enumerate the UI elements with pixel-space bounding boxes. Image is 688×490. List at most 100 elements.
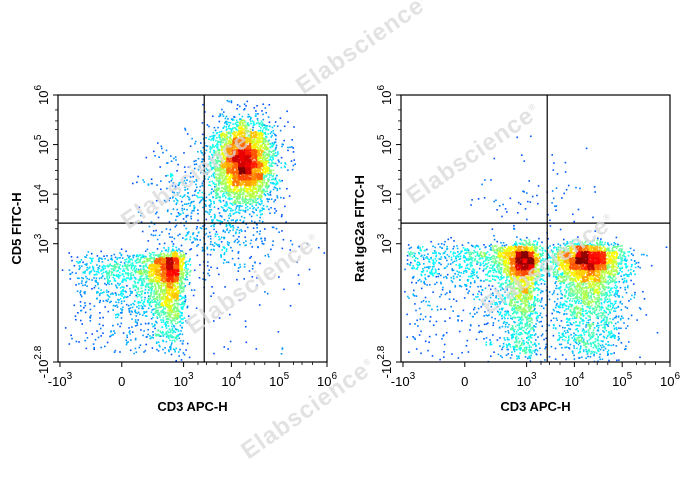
event-point	[182, 257, 185, 259]
event-point	[253, 144, 256, 147]
event-point	[232, 123, 234, 125]
event-point	[273, 143, 275, 145]
event-point	[237, 121, 239, 123]
event-point	[206, 246, 209, 249]
event-point	[246, 100, 249, 103]
event-point	[278, 231, 280, 233]
event-point	[176, 310, 178, 312]
event-point	[166, 295, 168, 298]
event-point	[244, 196, 247, 199]
event-point	[83, 291, 85, 294]
event-point	[121, 273, 124, 276]
event-point	[158, 243, 161, 245]
event-point	[212, 143, 214, 146]
event-point	[173, 339, 176, 341]
event-point	[127, 295, 129, 298]
event-point	[129, 255, 131, 258]
event-point	[219, 164, 221, 166]
event-point	[169, 313, 171, 316]
event-point	[265, 162, 268, 164]
event-point	[182, 340, 185, 342]
event-point	[131, 269, 134, 272]
event-point	[153, 295, 155, 298]
event-point	[265, 168, 268, 170]
event-point	[177, 302, 179, 305]
event-point	[189, 180, 191, 183]
event-point	[211, 135, 213, 137]
event-point	[165, 287, 167, 290]
event-point	[172, 295, 175, 297]
event-point	[260, 190, 262, 192]
event-point	[278, 276, 280, 278]
event-point	[236, 196, 238, 198]
event-point	[192, 294, 195, 297]
event-point	[171, 290, 174, 292]
event-point	[173, 200, 175, 202]
event-point	[218, 243, 220, 246]
event-point	[204, 279, 207, 281]
event-point	[258, 141, 260, 143]
event-point	[221, 133, 223, 135]
event-point	[177, 351, 180, 353]
event-point	[226, 188, 229, 190]
event-point	[194, 140, 197, 143]
event-point	[239, 135, 241, 138]
event-point	[163, 277, 166, 280]
event-point	[186, 276, 188, 278]
event-point	[162, 340, 165, 343]
event-point	[231, 118, 234, 120]
event-point	[236, 125, 238, 128]
event-point	[261, 134, 263, 136]
event-point	[165, 258, 167, 260]
event-point	[253, 107, 256, 109]
event-point	[208, 231, 211, 234]
event-point	[235, 146, 237, 148]
event-point	[194, 190, 196, 193]
event-point	[172, 182, 175, 184]
event-point	[176, 309, 178, 312]
event-point	[258, 304, 261, 306]
event-point	[128, 331, 131, 334]
event-point	[143, 268, 145, 270]
event-point	[254, 143, 257, 145]
event-point	[262, 142, 265, 145]
event-point	[216, 143, 218, 146]
event-point	[184, 296, 187, 298]
event-point	[118, 275, 121, 277]
event-point	[145, 343, 147, 346]
event-point	[225, 158, 227, 160]
event-point	[169, 346, 171, 348]
event-point	[255, 113, 257, 115]
event-point	[117, 282, 119, 285]
event-point	[281, 143, 284, 145]
event-point	[202, 278, 204, 280]
event-point	[182, 322, 185, 324]
event-point	[160, 286, 163, 289]
event-point	[162, 260, 165, 263]
event-point	[245, 140, 247, 143]
event-point	[108, 273, 110, 275]
event-point	[253, 138, 256, 141]
event-point	[71, 337, 73, 340]
event-point	[175, 314, 178, 317]
event-point	[229, 187, 232, 189]
event-point	[269, 125, 271, 128]
event-point	[252, 227, 255, 229]
event-point	[245, 341, 248, 344]
event-point	[264, 148, 266, 151]
event-point	[192, 241, 194, 243]
event-point	[253, 173, 256, 175]
event-point	[252, 124, 255, 126]
event-point	[286, 110, 288, 113]
event-point	[227, 152, 229, 154]
event-point	[195, 179, 197, 181]
event-point	[198, 201, 201, 204]
event-point	[151, 265, 153, 268]
event-point	[223, 170, 226, 172]
event-point	[185, 214, 188, 217]
event-point	[263, 131, 266, 134]
event-point	[252, 187, 254, 189]
event-point	[112, 268, 114, 270]
event-point	[242, 132, 244, 134]
event-point	[229, 340, 232, 343]
